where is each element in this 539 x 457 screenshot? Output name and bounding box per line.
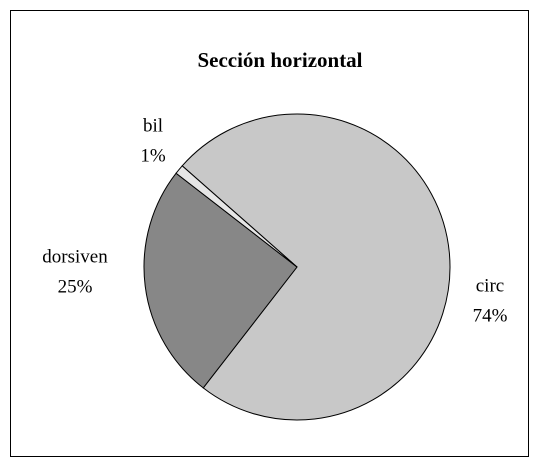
slice-label: circ <box>476 275 504 296</box>
slice-label: dorsiven <box>42 246 108 267</box>
chart-title: Sección horizontal <box>197 48 362 72</box>
slice-value-label: 25% <box>58 276 93 297</box>
slice-value-label: 1% <box>140 145 166 166</box>
slice-label: bil <box>143 115 163 136</box>
pie-slice <box>181 113 451 421</box>
pie-slice <box>143 172 298 389</box>
pie-slice <box>175 165 298 268</box>
slice-value-label: 74% <box>473 305 508 326</box>
